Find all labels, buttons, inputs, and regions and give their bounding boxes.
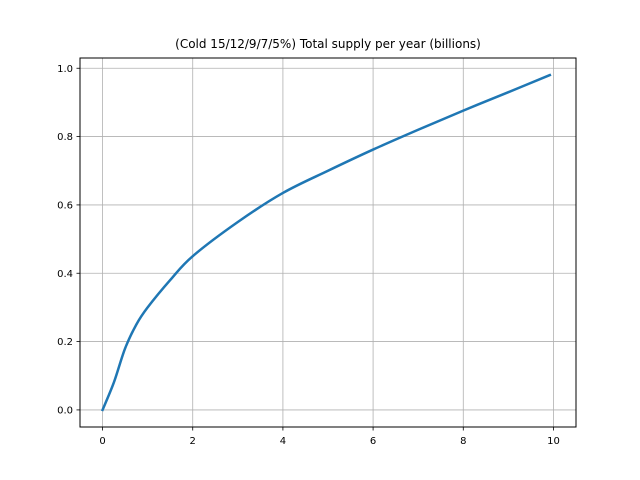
plot-area-frame — [79, 57, 577, 428]
grid — [80, 58, 576, 427]
x-tick-label: 4 — [280, 436, 286, 447]
chart-title: (Cold 15/12/9/7/5%) Total supply per yea… — [175, 37, 481, 51]
y-tick-label: 0.2 — [57, 337, 73, 348]
y-tick-label: 0.6 — [57, 200, 73, 211]
y-tick-label: 0.4 — [57, 269, 73, 280]
x-tick-label: 10 — [547, 436, 560, 447]
y-tick-label: 0.8 — [57, 132, 73, 143]
axes: 0 2 4 6 8 10 0.0 0.2 0.4 0.6 0.8 1.0 — [57, 64, 560, 447]
x-tick-label: 8 — [460, 436, 466, 447]
series-layer — [100, 73, 552, 412]
x-tick-label: 2 — [190, 436, 196, 447]
x-tick-label: 6 — [370, 436, 376, 447]
x-tick-label: 0 — [99, 436, 105, 447]
series-line — [100, 73, 552, 412]
y-tick-label: 0.0 — [57, 405, 73, 416]
y-tick-label: 1.0 — [57, 64, 73, 75]
